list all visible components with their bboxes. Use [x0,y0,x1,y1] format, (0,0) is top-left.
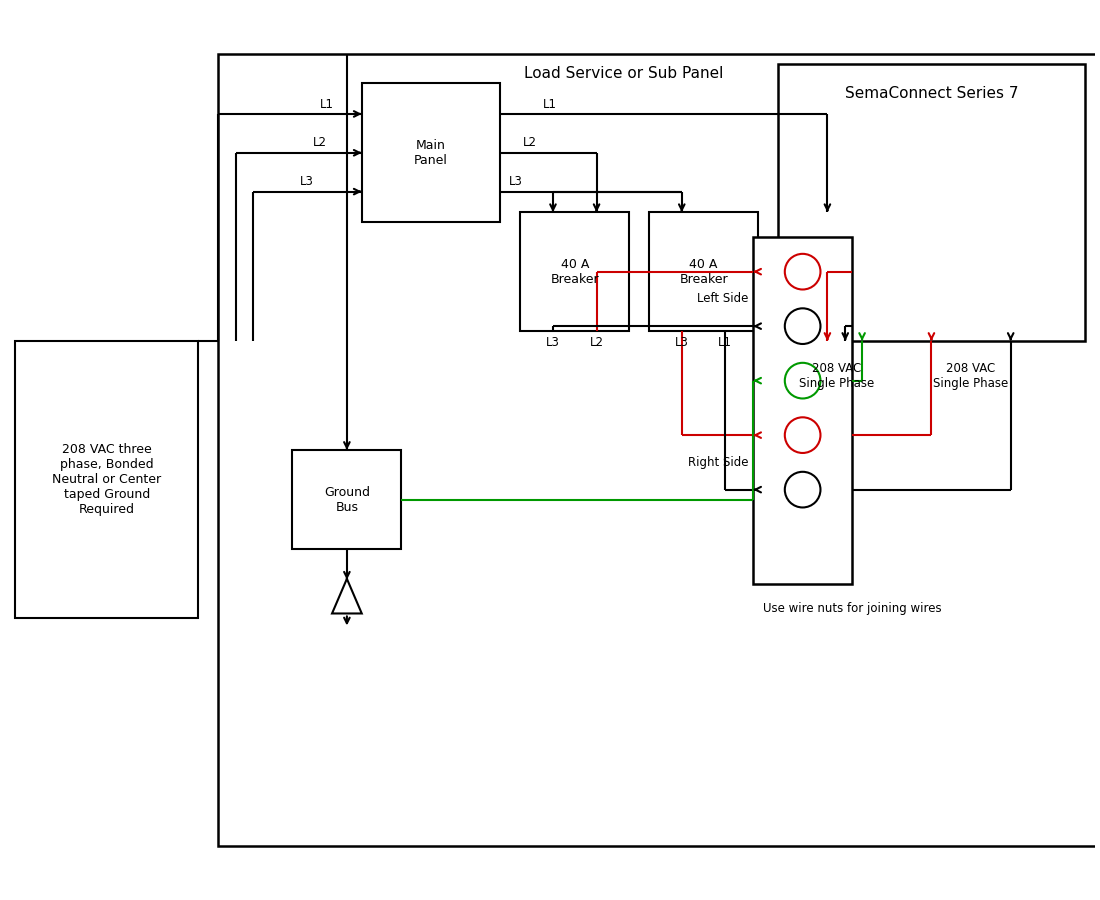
Bar [520,212,629,331]
Text: Load Service or Sub Panel: Load Service or Sub Panel [524,66,724,81]
Text: L2: L2 [524,137,537,149]
Text: L1: L1 [543,97,557,111]
Bar [15,341,198,618]
Text: SemaConnect Series 7: SemaConnect Series 7 [845,86,1019,101]
Circle shape [784,309,821,344]
Text: 40 A
Breaker: 40 A Breaker [680,257,728,285]
Circle shape [784,472,821,508]
Text: L3: L3 [546,337,560,349]
Text: L1: L1 [320,97,334,111]
Text: L3: L3 [508,176,522,188]
Text: 208 VAC
Single Phase: 208 VAC Single Phase [934,362,1009,390]
Text: 40 A
Breaker: 40 A Breaker [550,257,600,285]
Bar [293,450,402,549]
Circle shape [784,254,821,290]
Text: L3: L3 [300,176,315,188]
Circle shape [784,363,821,399]
Text: L3: L3 [674,337,689,349]
Text: 208 VAC
Single Phase: 208 VAC Single Phase [799,362,873,390]
Text: Main
Panel: Main Panel [415,139,448,166]
Text: Use wire nuts for joining wires: Use wire nuts for joining wires [763,602,942,615]
Text: L2: L2 [590,337,604,349]
Bar [754,237,853,584]
Text: L2: L2 [314,137,327,149]
Polygon shape [332,579,362,614]
Text: Right Side: Right Side [688,456,748,469]
Bar [218,54,1100,846]
Bar [362,84,500,222]
Text: Left Side: Left Side [696,292,748,305]
Circle shape [784,418,821,453]
Text: L1: L1 [718,337,733,349]
Text: Ground
Bus: Ground Bus [323,485,370,514]
Bar [649,212,758,331]
Bar [778,64,1085,341]
Text: 208 VAC three
phase, Bonded
Neutral or Center
taped Ground
Required: 208 VAC three phase, Bonded Neutral or C… [52,443,162,517]
